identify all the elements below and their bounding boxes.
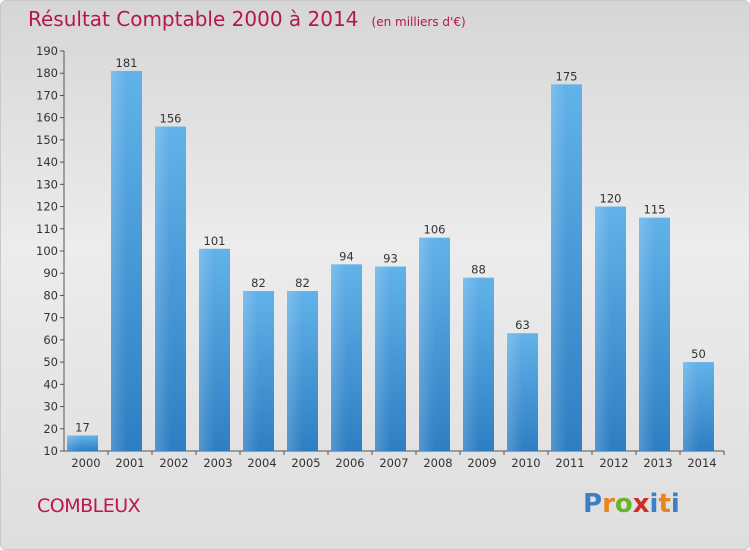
x-tick-label: 2011 [555,456,584,470]
bar-value-label: 88 [471,263,486,277]
bar-highlight [551,84,567,451]
bar-highlight [243,291,259,451]
bar-highlight [639,217,655,451]
title-row: Résultat Comptable 2000 à 2014 (en milli… [28,7,466,31]
bar-value-label: 93 [383,252,398,266]
logo-letter: r [602,489,615,519]
y-tick-label: 110 [36,222,58,236]
y-tick-label: 170 [36,88,58,102]
bar-value-label: 106 [424,223,446,237]
x-tick-label: 2002 [159,456,188,470]
x-tick-label: 2009 [467,456,496,470]
x-tick-label: 2005 [291,456,320,470]
y-tick-label: 70 [43,311,58,325]
x-tick-label: 2013 [643,456,672,470]
bar-value-label: 82 [251,276,266,290]
bar-highlight [155,126,171,452]
bar-value-label: 156 [160,112,182,126]
bar-value-label: 82 [295,276,310,290]
bar-highlight [419,237,435,451]
x-tick-label: 2001 [115,456,144,470]
y-tick-label: 40 [43,377,58,391]
y-tick-label: 90 [43,266,58,280]
logo-letter: P [583,489,603,519]
y-tick-label: 60 [43,333,58,347]
bar-highlight [331,264,347,451]
logo-letter: t [658,489,671,519]
y-tick-label: 140 [36,155,58,169]
x-tick-label: 2006 [335,456,364,470]
x-tick-label: 2004 [247,456,276,470]
bar-highlight [199,248,215,451]
logo-letter: o [614,489,633,519]
logo-letter: x [632,489,650,519]
bar-highlight [683,362,699,451]
bar-value-label: 17 [75,420,90,434]
y-tick-label: 180 [36,66,58,80]
axes: 10 20 30 40 50 60 70 80 90 100 110 120 130 140 150 160 1… [36,44,725,470]
chart-title: Résultat Comptable 2000 à 2014 [28,7,359,31]
x-tick-label: 2003 [203,456,232,470]
y-tick-label: 190 [36,44,58,58]
bar-value-label: 181 [116,56,138,70]
bar-value-label: 115 [644,203,666,217]
bar-highlight [375,266,391,451]
bar-value-label: 50 [691,347,706,361]
bar-highlight [595,206,611,451]
bars: 17 181 156 101 82 82 94 93 106 88 63 175 120 115 50 [67,56,714,452]
chart-subtitle: (en milliers d'€) [371,15,466,29]
y-tick-label: 10 [43,444,58,458]
y-tick-label: 120 [36,200,58,214]
x-tick-label: 2000 [71,456,100,470]
bar-value-label: 175 [556,69,578,83]
y-tick-label: 30 [43,400,58,414]
bar-highlight [67,435,83,451]
logo-letter: i [670,489,680,519]
y-tick-label: 50 [43,355,58,369]
x-tick-label: 2010 [511,456,540,470]
y-tick-label: 150 [36,133,58,147]
y-tick-label: 80 [43,288,58,302]
bar-value-label: 101 [204,234,226,248]
y-tick-label: 20 [43,422,58,436]
commune-name: COMBLEUX [37,495,141,517]
x-tick-label: 2012 [599,456,628,470]
bar-value-label: 63 [515,318,530,332]
bar-highlight [507,333,523,451]
bar-highlight [287,291,303,451]
bar-highlight [111,71,127,451]
y-tick-label: 160 [36,111,58,125]
logo-letter: i [649,489,659,519]
bar-highlight [463,277,479,451]
proxiti-logo[interactable]: Proxiti [583,489,680,519]
x-tick-label: 2008 [423,456,452,470]
y-tick-label: 130 [36,177,58,191]
x-tick-label: 2014 [687,456,716,470]
x-tick-label: 2007 [379,456,408,470]
bar-value-label: 94 [339,249,354,263]
bar-value-label: 120 [600,192,622,206]
y-tick-label: 100 [36,244,58,258]
